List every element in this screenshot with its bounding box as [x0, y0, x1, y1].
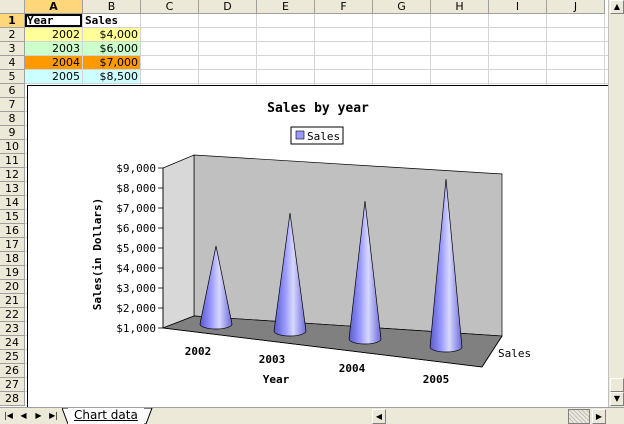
cell-B5-sales[interactable]: $8,500	[83, 70, 140, 83]
row-header-17[interactable]: 17	[0, 238, 25, 252]
cell-A4-year[interactable]: 2004	[25, 56, 82, 69]
y-tick-label: $1,000	[116, 322, 156, 335]
horizontal-scrollbar[interactable]: ◀ ▶	[372, 409, 608, 424]
row-header-25[interactable]: 25	[0, 350, 25, 364]
embedded-chart[interactable]: Sales by year Sales $1,000 $2,000 $3,000 $4,0…	[27, 85, 608, 407]
y-tick-label: $3,000	[116, 282, 156, 295]
column-header-A[interactable]: A	[25, 0, 83, 14]
grid-line	[25, 27, 608, 28]
row-header-1[interactable]: 1	[0, 14, 25, 28]
row-header-20[interactable]: 20	[0, 280, 25, 294]
cell-A2-year[interactable]: 2002	[25, 28, 82, 41]
scroll-down-icon[interactable]: ▼	[610, 392, 624, 406]
row-header-28[interactable]: 28	[0, 392, 25, 406]
scroll-right-icon[interactable]: ▶	[592, 409, 606, 424]
column-header-C[interactable]: C	[141, 0, 199, 14]
row-header-16[interactable]: 16	[0, 224, 25, 238]
cell-A3-year[interactable]: 2003	[25, 42, 82, 55]
y-tick-label: $4,000	[116, 262, 156, 275]
horizontal-scroll-thumb[interactable]	[568, 409, 590, 424]
column-header-F[interactable]: F	[315, 0, 373, 14]
row-header-2[interactable]: 2	[0, 28, 25, 42]
scroll-up-icon[interactable]: ▲	[610, 0, 624, 14]
x-tick-label-2003: 2003	[259, 353, 286, 366]
last-sheet-icon[interactable]: ▶|	[49, 411, 58, 420]
vertical-scroll-thumb[interactable]	[610, 378, 624, 392]
z-axis-label: Sales	[498, 347, 531, 360]
chart-title: Sales by year	[267, 101, 369, 116]
cell-B4-sales[interactable]: $7,000	[83, 56, 140, 69]
legend-swatch	[295, 130, 305, 140]
column-header-I[interactable]: I	[489, 0, 547, 14]
x-axis-line	[162, 327, 483, 368]
cell-B2-sales[interactable]: $4,000	[83, 28, 140, 41]
row-header-27[interactable]: 27	[0, 378, 25, 392]
row-header-9[interactable]: 9	[0, 126, 25, 140]
row-header-21[interactable]: 21	[0, 294, 25, 308]
y-axis-title: Sales(in Dollars)	[91, 198, 104, 311]
row-header-24[interactable]: 24	[0, 336, 25, 350]
chart-side-wall	[162, 154, 195, 329]
y-tick-label: $6,000	[116, 222, 156, 235]
sheet-tab-bar: |◀ ◀ ▶ ▶| Chart data ◀ ▶	[0, 407, 624, 424]
y-tick-label: $9,000	[116, 162, 156, 175]
row-header-8[interactable]: 8	[0, 112, 25, 126]
y-tick-label: $5,000	[116, 242, 156, 255]
row-header-19[interactable]: 19	[0, 266, 25, 280]
row-header-6[interactable]: 6	[0, 84, 25, 98]
column-header-D[interactable]: D	[199, 0, 257, 14]
cone-bar-2004	[348, 200, 382, 345]
grid-line	[25, 41, 608, 42]
select-all-corner[interactable]	[0, 0, 25, 14]
scroll-left-icon[interactable]: ◀	[372, 409, 386, 424]
vertical-scrollbar[interactable]: ▲ ▼	[608, 0, 624, 407]
grid-line	[25, 69, 608, 70]
row-header-3[interactable]: 3	[0, 42, 25, 56]
prev-sheet-icon[interactable]: ◀	[20, 411, 27, 420]
x-tick-label-2002: 2002	[185, 345, 212, 358]
row-header-13[interactable]: 13	[0, 182, 25, 196]
column-header-G[interactable]: G	[373, 0, 431, 14]
row-header-7[interactable]: 7	[0, 98, 25, 112]
row-header-26[interactable]: 26	[0, 364, 25, 378]
row-header-4[interactable]: 4	[0, 56, 25, 70]
y-tick-label: $8,000	[116, 182, 156, 195]
cell-A1-year-header[interactable]: Year	[25, 14, 82, 27]
column-header-E[interactable]: E	[257, 0, 315, 14]
cone-bar-2005	[429, 178, 463, 353]
sheet-tab-chart-data[interactable]: Chart data	[68, 408, 144, 424]
cone-bar-2002	[199, 245, 233, 330]
chart-svg: Sales by year Sales $1,000 $2,000 $3,000 $4,0…	[91, 101, 531, 386]
column-header-H[interactable]: H	[431, 0, 489, 14]
cell-B1-sales-header[interactable]: Sales	[85, 14, 119, 27]
row-header-15[interactable]: 15	[0, 210, 25, 224]
y-tick-label: $7,000	[116, 202, 156, 215]
row-header-12[interactable]: 12	[0, 168, 25, 182]
next-sheet-icon[interactable]: ▶	[35, 411, 42, 420]
cell-B3-sales[interactable]: $6,000	[83, 42, 140, 55]
x-tick-label-2004: 2004	[339, 362, 366, 375]
row-header-22[interactable]: 22	[0, 308, 25, 322]
cell-A5-year[interactable]: 2005	[25, 70, 82, 83]
cone-bar-2003	[273, 212, 307, 337]
grid-line	[25, 83, 608, 84]
z-axis-line	[481, 335, 503, 368]
row-header-14[interactable]: 14	[0, 196, 25, 210]
row-header-18[interactable]: 18	[0, 252, 25, 266]
row-header-10[interactable]: 10	[0, 140, 25, 154]
column-header-J[interactable]: J	[547, 0, 605, 14]
row-header-11[interactable]: 11	[0, 154, 25, 168]
grid-line	[25, 55, 608, 56]
first-sheet-icon[interactable]: |◀	[4, 411, 13, 420]
x-tick-label-2005: 2005	[423, 373, 450, 386]
row-header-23[interactable]: 23	[0, 322, 25, 336]
y-tick-label: $2,000	[116, 302, 156, 315]
legend-label-sales: Sales	[307, 130, 340, 143]
row-header-5[interactable]: 5	[0, 70, 25, 84]
column-header-B[interactable]: B	[83, 0, 141, 14]
x-axis-title: Year	[263, 373, 290, 386]
